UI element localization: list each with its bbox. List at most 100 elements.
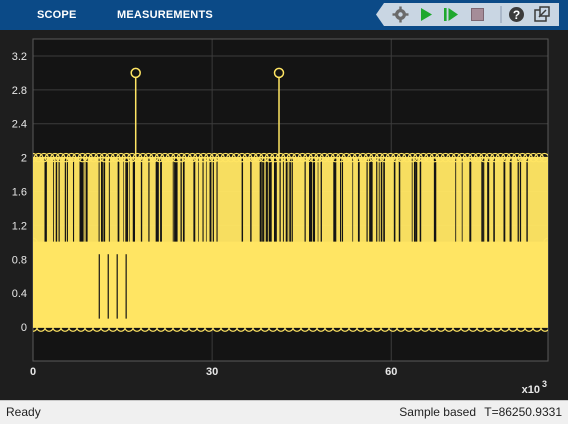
stem-marker-level-2 [325, 152, 335, 163]
undock-icon[interactable] [532, 5, 551, 24]
stem-gap [182, 158, 185, 243]
stem-gap [81, 158, 83, 243]
stem-marker-level-2 [374, 152, 385, 163]
stem-marker-level-2 [154, 152, 165, 163]
stem-marker-level-2 [539, 152, 548, 163]
stem-marker-level-2 [237, 152, 247, 163]
stem-marker-level-2 [534, 152, 544, 163]
stem-gap [262, 158, 264, 243]
y-tick-label: 0 [21, 322, 27, 334]
stem-gap [44, 158, 46, 243]
stem-marker-level-2 [424, 152, 434, 163]
stem-gap [250, 158, 252, 243]
stem-gap [393, 158, 396, 243]
x-multiplier-exponent: 3 [542, 379, 547, 389]
stem-gap [279, 158, 281, 243]
stem-gap [352, 158, 354, 243]
stem-marker-level-1 [543, 237, 548, 248]
help-icon[interactable]: ? [507, 5, 526, 24]
stem-gap [123, 158, 124, 243]
status-simulation-time: T=86250.9331 [484, 405, 562, 419]
stem-marker-level-2 [83, 152, 93, 163]
stem-marker-level-2 [66, 152, 77, 163]
signal-plot[interactable]: 0 0.4 0.8 1.2 1.6 2 2.4 2.8 3.2 0 30 60 x10 3 [0, 30, 568, 400]
stem-gap [108, 158, 110, 243]
stem-marker-level-2 [231, 152, 242, 163]
toolstrip: SCOPE MEASUREMENTS [0, 0, 568, 30]
stem-marker-level-2 [61, 152, 71, 163]
stem-gap [309, 158, 311, 243]
stem-gap [266, 158, 268, 243]
stem-marker-level-2 [138, 152, 148, 163]
x-tick-label: 30 [206, 366, 218, 378]
stem-marker-level-2 [418, 152, 429, 163]
stem-marker-level-2 [484, 152, 495, 163]
stem-marker-level-2 [286, 152, 297, 163]
stem-marker-level-2 [143, 152, 154, 163]
signal-trace [33, 67, 548, 332]
stem-marker-level-2 [110, 152, 121, 163]
stem-gap [72, 158, 75, 243]
stop-icon[interactable] [468, 5, 487, 24]
stem-gap [310, 158, 313, 243]
stem-marker-level-2 [259, 152, 269, 163]
stem-marker-level-2 [88, 152, 99, 163]
stem-marker-level-2 [116, 152, 126, 163]
stem-gap [101, 158, 103, 243]
stem-marker-level-2 [264, 152, 275, 163]
stem-marker-level-2 [490, 152, 500, 163]
stem-marker-level-2 [413, 152, 423, 163]
stem-marker-level-2 [446, 152, 456, 163]
step-forward-icon[interactable] [441, 5, 460, 24]
stem-gap [488, 158, 490, 243]
stem-marker-level-2 [303, 152, 313, 163]
stem-marker-level-2 [451, 152, 462, 163]
stem-gap [128, 158, 130, 243]
stem-gap [509, 158, 512, 243]
peak-marker [130, 67, 141, 79]
stem-gap [413, 158, 416, 243]
stem-marker-level-2 [330, 152, 341, 163]
stem-gap [180, 158, 182, 243]
stem-marker-level-2 [495, 152, 506, 163]
stem-gap [335, 158, 337, 243]
tab-scope[interactable]: SCOPE [37, 9, 77, 21]
stem-gap [269, 158, 272, 243]
stem-marker-level-2 [308, 152, 319, 163]
stem-gap [212, 158, 214, 243]
stem-marker-level-2 [209, 152, 220, 163]
x-tick-label: 0 [30, 366, 36, 378]
stem-gap [202, 158, 204, 243]
stem-gap [126, 158, 129, 243]
stem-gap [320, 158, 322, 243]
stem-marker-level-2 [429, 152, 440, 163]
stem-marker-level-2 [319, 152, 330, 163]
stem-marker-level-2 [226, 152, 236, 163]
stem-marker-level-2 [193, 152, 203, 163]
stem-gap [174, 158, 176, 243]
y-tick-label: 1.6 [12, 187, 27, 199]
stem-gap [519, 158, 522, 243]
stem-gap [193, 158, 196, 243]
stem-marker-level-2 [468, 152, 478, 163]
stem-marker-level-2 [187, 152, 198, 163]
stem-marker-level-2 [182, 152, 192, 163]
stem-marker-level-2 [105, 152, 115, 163]
stem-gap [285, 158, 288, 243]
stem-gap [282, 158, 284, 243]
stem-gap [333, 158, 335, 243]
settings-gear-icon[interactable] [391, 5, 410, 24]
stem-marker-level-2 [341, 152, 352, 163]
tab-measurements[interactable]: MEASUREMENTS [117, 9, 213, 21]
stem-marker-level-2 [50, 152, 60, 163]
run-play-icon[interactable] [416, 5, 435, 24]
y-tick-label: 0.8 [12, 254, 27, 266]
stem-gap [148, 158, 150, 243]
stem-gap [357, 158, 360, 243]
stem-gap [341, 158, 344, 243]
stem-marker-level-2 [39, 152, 49, 163]
stem-marker-level-2 [253, 152, 264, 163]
stem-gap [103, 158, 106, 243]
stem-marker-level-2 [462, 152, 473, 163]
stem-gap [366, 158, 368, 243]
